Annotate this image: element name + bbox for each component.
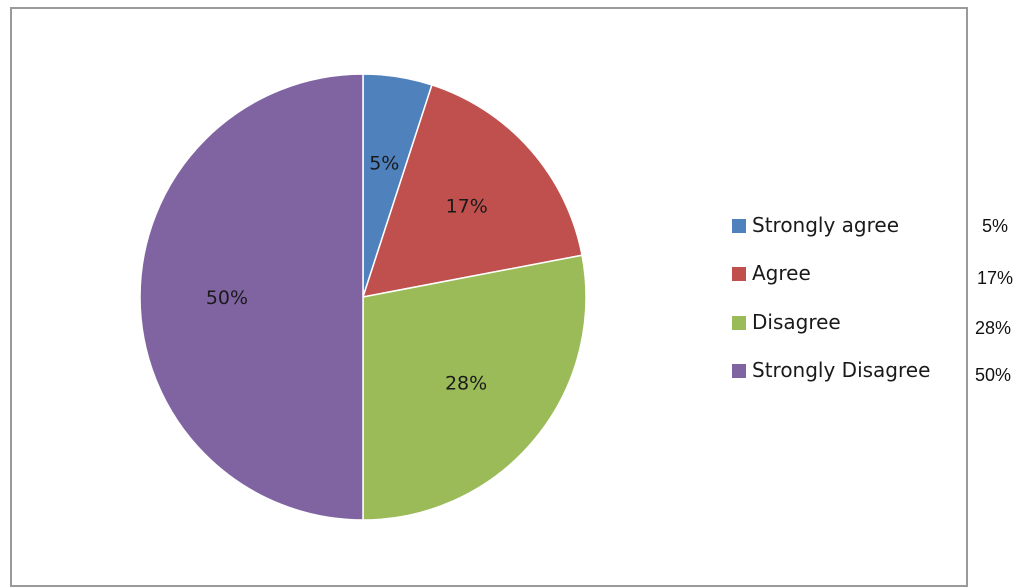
legend-swatch-agree <box>732 267 746 281</box>
legend-label-agree: Agree <box>752 261 811 285</box>
legend-label-strongly-agree: Strongly agree <box>752 213 900 237</box>
data-label-strongly-disagree: 50% <box>206 287 248 309</box>
side-value-strongly-disagree: 50% <box>975 365 1012 385</box>
legend-item-disagree: Disagree <box>732 308 992 336</box>
side-value-strongly-agree: 5% <box>982 216 1009 236</box>
data-label-disagree: 28% <box>445 372 487 394</box>
legend-swatch-disagree <box>732 316 746 330</box>
legend-item-agree: Agree <box>732 259 992 287</box>
legend-label-disagree: Disagree <box>752 310 841 334</box>
side-value-agree: 17% <box>977 268 1014 288</box>
legend-swatch-strongly-disagree <box>732 364 746 378</box>
legend-swatch-strongly-agree <box>732 219 746 233</box>
pie-slice-agree <box>361 83 583 298</box>
legend-label-strongly-disagree: Strongly Disagree <box>752 358 931 382</box>
data-label-strongly-agree: 5% <box>369 153 399 175</box>
legend-item-strongly-agree: Strongly agree <box>732 211 992 239</box>
pie-slice-disagree <box>362 254 587 521</box>
pie-slice-strongly-disagree <box>139 73 364 521</box>
side-value-disagree: 28% <box>975 318 1012 338</box>
legend-item-strongly-disagree: Strongly Disagree <box>732 356 992 384</box>
data-label-agree: 17% <box>446 196 488 218</box>
